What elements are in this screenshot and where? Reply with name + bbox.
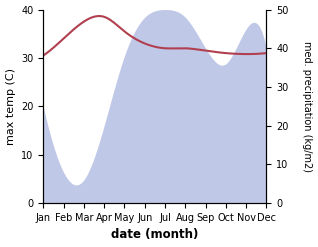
Y-axis label: max temp (C): max temp (C) [5, 68, 16, 145]
Y-axis label: med. precipitation (kg/m2): med. precipitation (kg/m2) [302, 41, 313, 172]
X-axis label: date (month): date (month) [111, 228, 198, 242]
